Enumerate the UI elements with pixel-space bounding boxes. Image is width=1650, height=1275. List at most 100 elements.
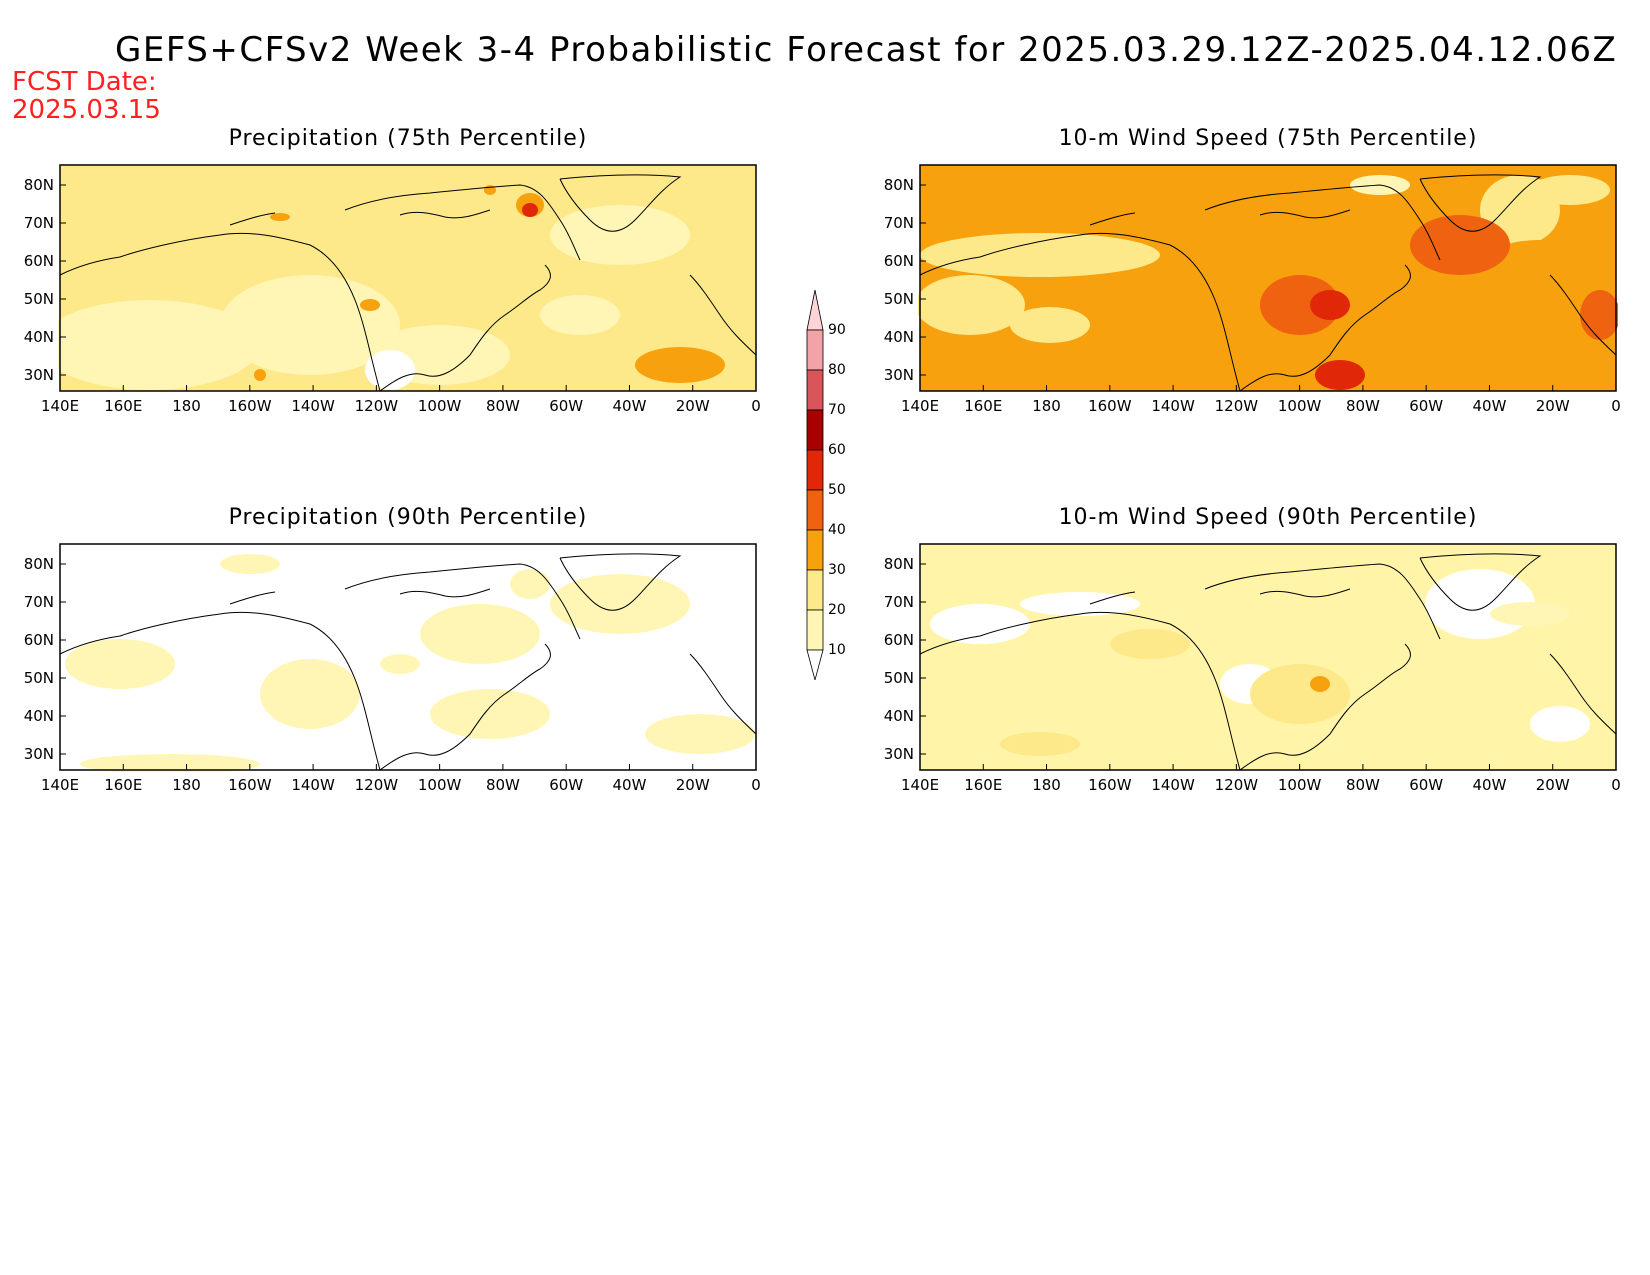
lat-tick-label: 60N bbox=[883, 252, 914, 270]
colorbar-segment bbox=[806, 449, 824, 491]
probability-patch bbox=[1530, 706, 1590, 742]
lon-tick-label: 60W bbox=[1409, 397, 1444, 415]
colorbar-segment bbox=[806, 289, 824, 331]
map-precip-75 bbox=[58, 163, 758, 393]
colorbar-segment bbox=[806, 609, 824, 651]
panel-title: Precipitation (90th Percentile) bbox=[228, 505, 588, 530]
panel-title: Precipitation (75th Percentile) bbox=[228, 126, 588, 151]
probability-patch bbox=[1480, 240, 1600, 290]
lon-tick-label: 180 bbox=[1032, 776, 1061, 794]
lat-tick-label: 50N bbox=[883, 290, 914, 308]
lon-tick-label: 100W bbox=[417, 397, 462, 415]
probability-patch bbox=[1020, 592, 1140, 616]
probability-patch bbox=[360, 299, 380, 311]
coastline bbox=[59, 232, 381, 392]
coastline bbox=[689, 653, 757, 735]
forecast-date: FCST Date: 2025.03.15 bbox=[12, 68, 161, 124]
probability-patch bbox=[1250, 664, 1350, 724]
lon-tick-label: 120W bbox=[354, 397, 399, 415]
coastline bbox=[399, 588, 491, 598]
colorbar-segment bbox=[806, 409, 824, 451]
lon-tick-label: 0 bbox=[751, 397, 761, 415]
probability-patch bbox=[522, 203, 538, 217]
map-frame bbox=[59, 164, 757, 392]
coastline bbox=[559, 553, 682, 611]
probability-patch bbox=[58, 300, 260, 390]
lon-tick-label: 160E bbox=[104, 397, 143, 415]
forecast-date-label: FCST Date: bbox=[12, 67, 157, 97]
lon-tick-label: 100W bbox=[417, 776, 462, 794]
lon-tick-label: 160E bbox=[104, 776, 143, 794]
probability-patch bbox=[380, 654, 420, 674]
coastline bbox=[1089, 212, 1136, 226]
lon-tick-label: 80W bbox=[485, 776, 520, 794]
probability-patch bbox=[635, 347, 725, 383]
probability-patch bbox=[1530, 175, 1610, 205]
lon-tick-label: 140E bbox=[900, 397, 940, 415]
colorbar-label: 60 bbox=[828, 442, 846, 458]
coastline bbox=[379, 264, 551, 392]
lon-tick-label: 0 bbox=[1611, 776, 1621, 794]
panel-precip-90: Precipitation (90th Percentile) 80N 70N 60… bbox=[24, 505, 761, 794]
coastline bbox=[1239, 643, 1411, 771]
lat-tick-label: 80N bbox=[23, 555, 54, 573]
lon-tick-label: 100W bbox=[1277, 397, 1322, 415]
colorbar-segment bbox=[806, 649, 824, 682]
probability-patch bbox=[430, 689, 550, 739]
lat-tick-label: 40N bbox=[23, 328, 54, 346]
lon-tick-label: 180 bbox=[172, 776, 201, 794]
lon-tick-label: 0 bbox=[1611, 397, 1621, 415]
colorbar-label: 50 bbox=[828, 482, 846, 498]
map-frame bbox=[59, 543, 757, 771]
coastline bbox=[689, 274, 757, 356]
coastline bbox=[1204, 563, 1441, 640]
coastline bbox=[1419, 174, 1542, 232]
lon-tick-label: 60W bbox=[1409, 776, 1444, 794]
probability-patch bbox=[918, 275, 1025, 335]
lon-tick-label: 80W bbox=[1345, 776, 1380, 794]
lon-tick-label: 140W bbox=[1151, 397, 1195, 415]
probability-patch bbox=[540, 295, 620, 335]
probability-patch bbox=[1315, 360, 1365, 390]
colorbar-label: 40 bbox=[828, 522, 846, 538]
probability-patch bbox=[65, 639, 175, 689]
lat-tick-label: 40N bbox=[883, 328, 914, 346]
probability-patch bbox=[1490, 602, 1570, 626]
probability-patch bbox=[1110, 300, 1210, 350]
lat-tick-label: 60N bbox=[23, 252, 54, 270]
lat-tick-label: 30N bbox=[883, 745, 914, 763]
lat-tick-label: 50N bbox=[23, 669, 54, 687]
colorbar-segment bbox=[806, 369, 824, 411]
probability-patch bbox=[1310, 290, 1350, 320]
coastline bbox=[1259, 209, 1351, 219]
lon-tick-label: 140W bbox=[291, 397, 335, 415]
panel-title: 10-m Wind Speed (75th Percentile) bbox=[1058, 126, 1478, 151]
lon-tick-label: 160W bbox=[1088, 397, 1132, 415]
probability-patch bbox=[1110, 629, 1190, 659]
map-precip-90 bbox=[58, 542, 758, 772]
forecast-date-value: 2025.03.15 bbox=[12, 95, 161, 125]
lon-tick-label: 140E bbox=[40, 776, 80, 794]
lon-tick-label: 40W bbox=[612, 397, 647, 415]
main-title: GEFS+CFSv2 Week 3-4 Probabilistic Foreca… bbox=[115, 30, 1618, 70]
lon-tick-label: 20W bbox=[1535, 397, 1570, 415]
lat-tick-label: 70N bbox=[883, 593, 914, 611]
coastline bbox=[919, 611, 1241, 771]
lon-tick-label: 120W bbox=[1214, 776, 1259, 794]
coastline bbox=[379, 643, 551, 771]
lon-tick-label: 140E bbox=[900, 776, 940, 794]
probability-patch bbox=[950, 167, 1190, 203]
probability-patch bbox=[550, 574, 690, 634]
coastline bbox=[229, 212, 276, 226]
panel-wind-75: 10-m Wind Speed (75th Percentile) 80N 70N… bbox=[884, 126, 1621, 415]
probability-patch bbox=[420, 604, 540, 664]
coastline bbox=[1239, 264, 1411, 392]
probability-patch bbox=[1410, 215, 1510, 275]
coastline bbox=[919, 232, 1241, 392]
lat-tick-label: 40N bbox=[883, 707, 914, 725]
lat-tick-label: 30N bbox=[23, 745, 54, 763]
lon-tick-label: 40W bbox=[612, 776, 647, 794]
lat-tick-label: 60N bbox=[23, 631, 54, 649]
probability-patch bbox=[550, 205, 690, 265]
probability-patch bbox=[1260, 275, 1340, 335]
